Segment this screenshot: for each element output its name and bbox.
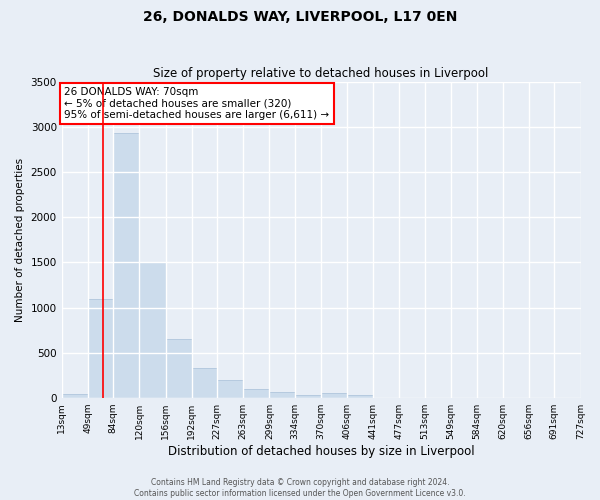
Bar [244,388,269,398]
Title: Size of property relative to detached houses in Liverpool: Size of property relative to detached ho… [154,66,489,80]
Bar [321,393,347,398]
Bar [295,396,321,398]
Bar [139,262,166,398]
Y-axis label: Number of detached properties: Number of detached properties [15,158,25,322]
Text: Contains HM Land Registry data © Crown copyright and database right 2024.
Contai: Contains HM Land Registry data © Crown c… [134,478,466,498]
Bar [166,339,192,398]
Bar [192,368,217,398]
X-axis label: Distribution of detached houses by size in Liverpool: Distribution of detached houses by size … [168,444,475,458]
Bar [217,380,244,398]
Bar [347,396,373,398]
Text: 26, DONALDS WAY, LIVERPOOL, L17 0EN: 26, DONALDS WAY, LIVERPOOL, L17 0EN [143,10,457,24]
Bar [62,394,88,398]
Bar [269,392,295,398]
Bar [88,298,113,398]
Bar [113,134,139,398]
Text: 26 DONALDS WAY: 70sqm
← 5% of detached houses are smaller (320)
95% of semi-deta: 26 DONALDS WAY: 70sqm ← 5% of detached h… [64,87,329,120]
